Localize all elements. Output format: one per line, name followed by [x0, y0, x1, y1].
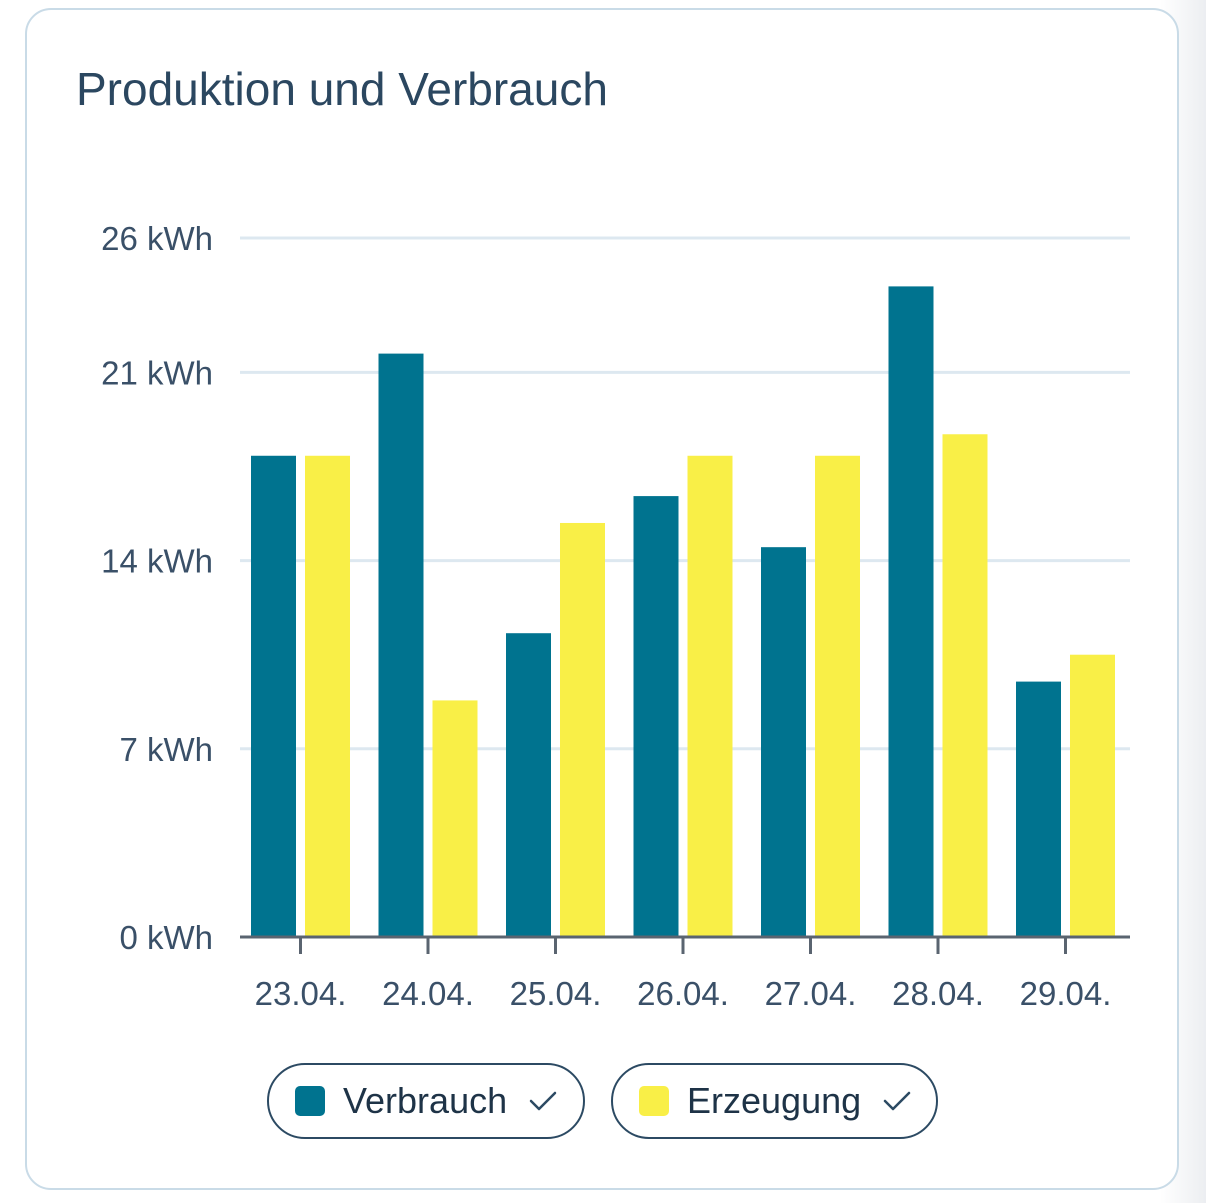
bar-erzeugung: [687, 455, 733, 937]
bar-verbrauch: [1016, 681, 1061, 937]
x-tick-label: 23.04.: [255, 975, 347, 1012]
bar-verbrauch: [378, 353, 424, 937]
legend-swatch-verbrauch: [295, 1086, 325, 1116]
y-tick-label: 21 kWh: [101, 354, 213, 391]
legend-label-verbrauch: Verbrauch: [343, 1080, 508, 1121]
legend-label-erzeugung: Erzeugung: [687, 1080, 862, 1121]
bar-erzeugung: [432, 700, 478, 937]
y-tick-label: 7 kWh: [119, 731, 213, 768]
x-tick-label: 29.04.: [1020, 975, 1112, 1012]
legend-item-verbrauch[interactable]: Verbrauch: [267, 1063, 585, 1139]
y-tick-label: 0 kWh: [119, 919, 213, 956]
legend-item-erzeugung[interactable]: Erzeugung: [611, 1063, 938, 1139]
bar-verbrauch: [251, 455, 296, 937]
bar-erzeugung: [560, 522, 605, 937]
check-icon: [529, 1091, 557, 1111]
bar-chart: 0 kWh 7 kWh 14 kWh 21 kWh 26 kWh 23.04. 24.04.…: [101, 220, 1130, 1012]
y-tick-label: 14 kWh: [101, 543, 213, 580]
bar-verbrauch: [506, 633, 551, 937]
x-tick-label: 28.04.: [892, 975, 984, 1012]
chart-title: Produktion und Verbrauch: [76, 63, 608, 115]
bar-erzeugung: [815, 455, 860, 937]
x-tick-label: 26.04.: [637, 975, 729, 1012]
legend-swatch-erzeugung: [639, 1086, 669, 1116]
bar-erzeugung: [1070, 654, 1115, 937]
y-tick-label: 26 kWh: [101, 220, 213, 257]
x-tick-label: 25.04.: [510, 975, 602, 1012]
bar-verbrauch: [633, 496, 679, 937]
x-tick-label: 27.04.: [765, 975, 857, 1012]
bar-verbrauch: [761, 547, 806, 937]
bar-verbrauch: [888, 286, 934, 937]
x-tick-label: 24.04.: [382, 975, 474, 1012]
bar-erzeugung: [942, 434, 988, 937]
check-icon: [883, 1091, 911, 1111]
bar-erzeugung: [305, 455, 350, 937]
